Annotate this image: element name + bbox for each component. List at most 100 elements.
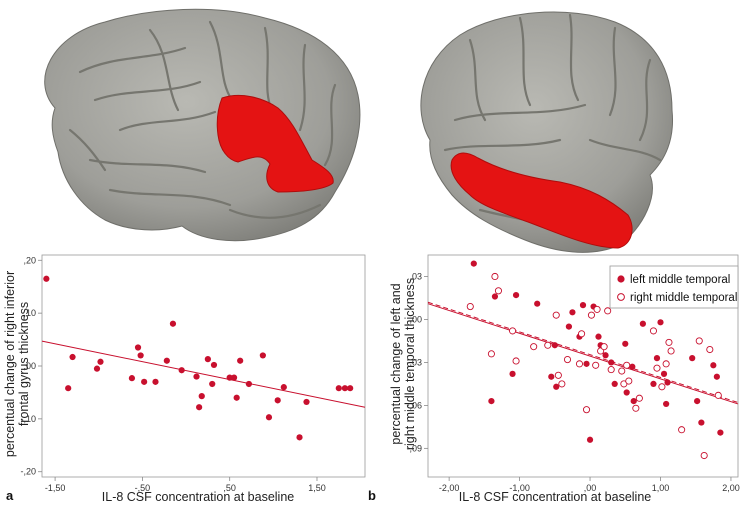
data-point xyxy=(586,436,594,443)
data-point xyxy=(491,293,499,300)
data-point xyxy=(487,350,495,358)
data-point xyxy=(664,379,671,386)
data-point xyxy=(607,366,615,374)
data-point xyxy=(583,360,590,367)
data-point xyxy=(602,352,609,359)
data-point xyxy=(534,300,541,307)
y-axis-label-a-line1: percentual change of right inferior xyxy=(3,271,17,457)
data-point xyxy=(618,367,626,375)
x-tick-label: -,50 xyxy=(135,483,151,493)
x-tick-label: -1,50 xyxy=(45,483,66,493)
y-tick-label: ,00 xyxy=(23,361,36,371)
data-point xyxy=(69,353,76,361)
legend-marker-open xyxy=(617,293,625,301)
data-point xyxy=(134,344,142,351)
data-point xyxy=(494,287,503,295)
x-tick-label: ,00 xyxy=(584,483,597,493)
x-tick-label: -2,00 xyxy=(439,483,460,493)
data-point xyxy=(509,370,516,377)
data-point xyxy=(565,323,573,330)
data-point xyxy=(595,333,602,340)
data-point xyxy=(178,367,185,374)
data-point xyxy=(678,426,686,434)
data-point xyxy=(649,327,658,335)
data-point xyxy=(653,364,661,372)
fit-line xyxy=(427,301,739,403)
data-point xyxy=(508,327,517,335)
data-point xyxy=(137,352,144,359)
data-point xyxy=(204,356,211,363)
data-point xyxy=(259,352,266,359)
data-point xyxy=(698,419,705,426)
data-point xyxy=(553,383,560,390)
data-point xyxy=(512,357,520,365)
y-axis-label-b-line2: right middle temporal thickness xyxy=(403,278,417,450)
data-point xyxy=(530,343,538,351)
data-point xyxy=(237,357,244,364)
data-point xyxy=(579,302,587,309)
y-axis-label-b-line1: percentual change of left and xyxy=(389,283,403,444)
data-point xyxy=(694,397,701,405)
data-point xyxy=(152,378,159,385)
data-point xyxy=(93,365,101,372)
data-point xyxy=(296,434,303,441)
data-point xyxy=(554,371,562,379)
data-point xyxy=(169,320,177,327)
data-point xyxy=(552,311,560,319)
data-point xyxy=(706,345,714,354)
data-point xyxy=(658,383,666,391)
data-point xyxy=(639,320,646,327)
data-point xyxy=(663,400,670,408)
brain-right-icon xyxy=(420,11,674,253)
data-point xyxy=(717,429,724,436)
data-point xyxy=(558,380,566,388)
data-point xyxy=(274,397,281,404)
data-point xyxy=(660,370,668,377)
y-tick-label: -,09 xyxy=(406,443,422,453)
x-axis-label-b: IL-8 CSF concentration at baseline xyxy=(459,490,652,504)
data-point xyxy=(623,361,631,369)
data-point xyxy=(548,373,555,380)
data-point xyxy=(347,385,354,392)
data-point xyxy=(650,380,657,388)
legend-b: left middle temporal right middle tempor… xyxy=(609,265,739,309)
data-point xyxy=(582,406,591,414)
data-point xyxy=(193,373,200,380)
data-point xyxy=(592,361,600,369)
data-point xyxy=(470,260,477,267)
data-point xyxy=(632,404,640,412)
data-point xyxy=(667,347,675,355)
y-axis-label-a-line2: frontal gyrus thickness xyxy=(17,302,31,426)
x-tick-label: 2,00 xyxy=(722,483,740,493)
data-point xyxy=(569,309,576,316)
panel-label-b: b xyxy=(368,488,376,503)
data-point xyxy=(629,363,636,370)
data-point xyxy=(695,337,703,345)
data-point xyxy=(466,303,474,311)
data-point xyxy=(657,319,664,326)
data-point xyxy=(512,292,520,299)
data-point xyxy=(575,360,584,368)
y-tick-label: -,06 xyxy=(406,400,422,410)
y-tick-label: -,10 xyxy=(20,414,36,424)
data-point xyxy=(488,397,495,405)
data-point xyxy=(623,389,630,396)
x-axis-label-a: IL-8 CSF concentration at baseline xyxy=(102,490,295,504)
y-tick-label: ,03 xyxy=(409,271,422,281)
data-point xyxy=(710,362,717,369)
data-point xyxy=(593,305,601,313)
data-point xyxy=(209,380,216,388)
data-point xyxy=(97,358,104,365)
data-point xyxy=(265,414,273,421)
data-point xyxy=(604,307,612,315)
fit-line xyxy=(427,303,739,405)
data-point xyxy=(665,338,673,346)
data-point xyxy=(280,384,287,391)
y-tick-label: -,20 xyxy=(20,467,36,477)
y-tick-label: -,03 xyxy=(406,357,422,367)
data-point xyxy=(653,355,661,362)
data-point xyxy=(587,311,596,319)
fit-line xyxy=(41,340,366,408)
data-point xyxy=(625,377,633,385)
